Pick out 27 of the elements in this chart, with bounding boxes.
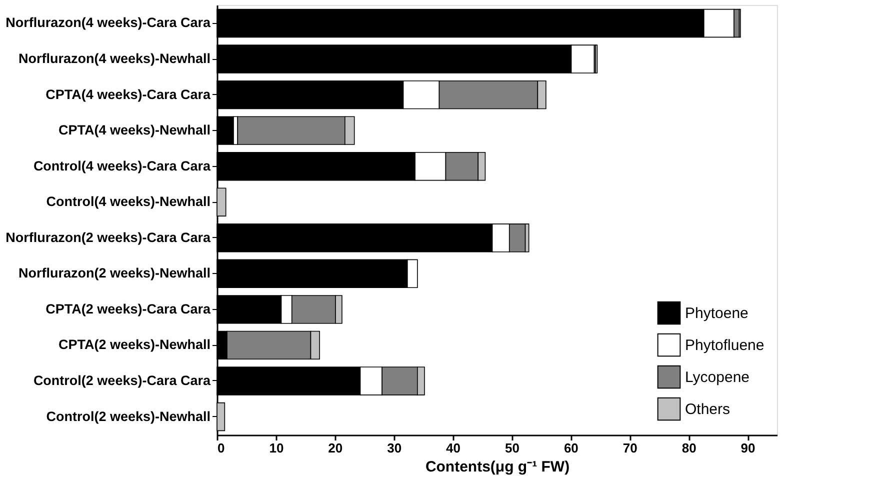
x-tick-label: 40	[446, 440, 461, 456]
x-tick-label: 30	[387, 440, 402, 456]
y-tick-label: CPTA(4 weeks)-Newhall	[58, 122, 210, 138]
y-tick-label: Control(2 weeks)-Cara Cara	[33, 372, 211, 388]
y-tick-label: Norflurazon(2 weeks)-Newhall	[18, 266, 210, 281]
x-tick-label: 50	[505, 440, 520, 456]
y-tick-label: CPTA(2 weeks)-Newhall	[58, 337, 210, 352]
y-tick-label: Control(2 weeks)-Newhall	[46, 408, 210, 424]
y-tick-label: Control(4 weeks)-Cara Cara	[33, 158, 211, 174]
x-tick-label: 70	[622, 440, 638, 456]
legend-label: Others	[685, 401, 730, 418]
x-tick-label: 0	[218, 440, 225, 456]
x-tick-label: 90	[740, 440, 756, 456]
x-tick-label: 10	[269, 440, 284, 456]
x-tick-label: 20	[328, 440, 343, 456]
y-tick-label: Norflurazon(4 weeks)-Cara Cara	[6, 15, 211, 30]
x-tick-label: 80	[682, 440, 696, 456]
x-tick-label: 60	[564, 440, 578, 456]
y-tick-label: Norflurazon(2 weeks)-Cara Cara	[6, 230, 211, 245]
y-tick-label: CPTA(2 weeks)-Cara Cara	[46, 301, 211, 316]
y-tick-label: CPTA(4 weeks)-Cara Cara	[46, 86, 211, 102]
legend-label: Phytoene	[685, 305, 748, 322]
legend-label: Lycopene	[685, 369, 750, 386]
legend-label: Phytofluene	[685, 337, 764, 354]
y-tick-label: Norflurazon(4 weeks)-Newhall	[18, 51, 210, 66]
x-axis-title: Contents(μg g⁻¹ FW)	[425, 458, 570, 476]
y-tick-label: Control(4 weeks)-Newhall	[46, 194, 210, 210]
